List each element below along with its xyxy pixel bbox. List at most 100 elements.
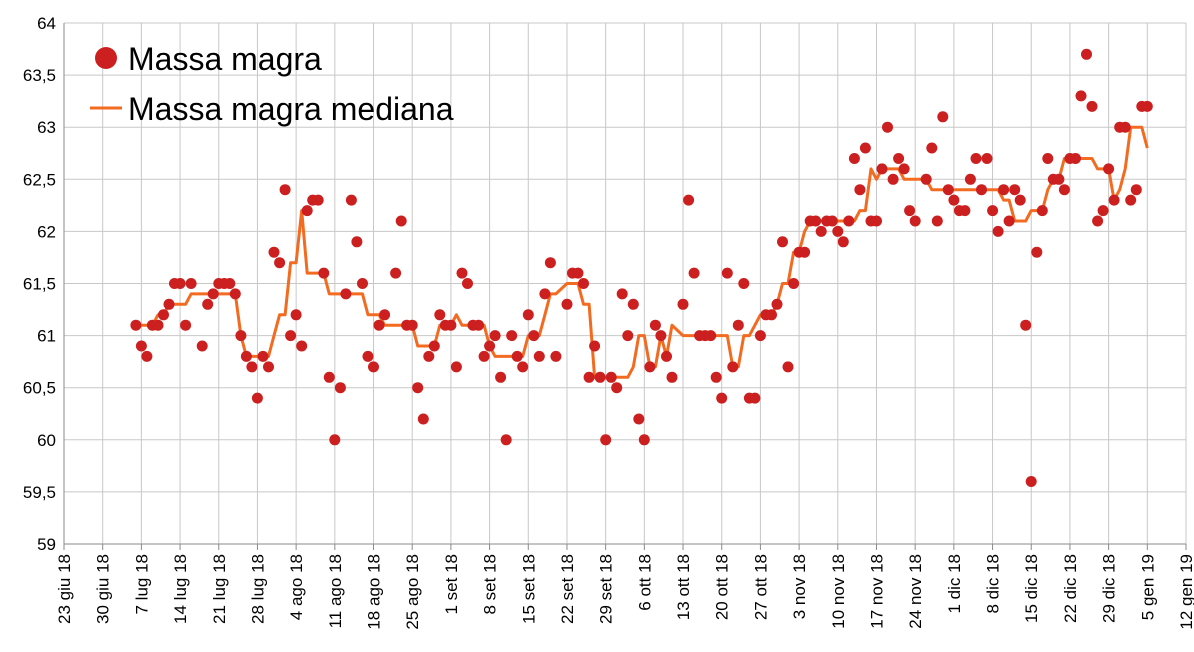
data-point-massa-magra bbox=[522, 309, 534, 321]
data-point-massa-magra bbox=[649, 319, 661, 331]
data-point-massa-magra bbox=[506, 330, 518, 342]
data-point-massa-magra bbox=[1053, 173, 1065, 185]
data-point-massa-magra bbox=[661, 350, 672, 362]
data-point-massa-magra bbox=[832, 225, 844, 237]
data-point-massa-magra bbox=[158, 309, 169, 321]
data-point-massa-magra bbox=[777, 236, 788, 248]
y-tick-label: 60 bbox=[37, 431, 56, 450]
x-tick-label: 11 ago 18 bbox=[326, 554, 345, 628]
x-tick-label: 8 set 18 bbox=[481, 554, 500, 615]
x-tick-label: 28 lug 18 bbox=[248, 554, 267, 624]
data-point-massa-magra bbox=[655, 330, 667, 342]
data-point-massa-magra bbox=[937, 111, 949, 123]
y-tick-label: 59 bbox=[37, 535, 56, 554]
data-point-massa-magra bbox=[909, 215, 921, 227]
data-point-massa-magra bbox=[721, 267, 733, 279]
x-tick-label: 25 ago 18 bbox=[403, 554, 422, 630]
data-point-massa-magra bbox=[771, 298, 783, 310]
data-point-massa-magra bbox=[1036, 205, 1048, 217]
data-point-massa-magra bbox=[152, 319, 164, 331]
x-tick-label: 10 nov 18 bbox=[829, 554, 848, 629]
data-point-massa-magra bbox=[992, 225, 1004, 237]
data-point-massa-magra bbox=[732, 319, 744, 331]
data-point-massa-magra bbox=[1058, 184, 1070, 196]
data-point-massa-magra bbox=[904, 205, 916, 217]
x-axis-labels: 23 giu 18 30 giu 18 7 lug 18 14 lug 18 21 lu… bbox=[55, 554, 1194, 630]
data-point-massa-magra bbox=[412, 382, 424, 394]
data-point-massa-magra bbox=[550, 350, 562, 362]
x-tick-label: 17 nov 18 bbox=[867, 554, 886, 629]
data-point-massa-magra bbox=[473, 319, 484, 331]
x-tick-label: 21 lug 18 bbox=[210, 554, 229, 624]
data-point-massa-magra bbox=[517, 361, 529, 373]
data-point-massa-magra bbox=[810, 215, 822, 227]
data-point-massa-magra bbox=[1025, 476, 1037, 487]
x-tick-label: 27 ott 18 bbox=[751, 554, 770, 620]
data-point-massa-magra bbox=[1086, 100, 1098, 112]
data-point-massa-magra bbox=[185, 278, 197, 289]
data-point-massa-magra bbox=[340, 288, 352, 300]
data-point-massa-magra bbox=[600, 434, 612, 446]
data-point-massa-magra bbox=[141, 350, 153, 362]
data-point-massa-magra bbox=[484, 340, 496, 352]
x-tick-label: 29 dic 18 bbox=[1100, 554, 1119, 623]
data-point-massa-magra bbox=[931, 215, 943, 227]
data-point-massa-magra bbox=[246, 361, 258, 373]
x-tick-label: 15 dic 18 bbox=[1022, 554, 1041, 623]
data-point-massa-magra bbox=[981, 153, 993, 164]
data-point-massa-magra bbox=[135, 340, 147, 352]
data-point-massa-magra bbox=[329, 434, 341, 446]
data-point-massa-magra bbox=[666, 371, 678, 383]
data-point-massa-magra bbox=[898, 163, 910, 175]
data-point-massa-magra bbox=[688, 267, 700, 279]
data-point-massa-magra bbox=[423, 350, 435, 362]
x-tick-label: 30 giu 18 bbox=[94, 554, 113, 624]
data-point-massa-magra bbox=[1014, 194, 1026, 206]
data-point-massa-magra bbox=[876, 163, 888, 175]
data-point-massa-magra bbox=[235, 330, 247, 342]
data-point-massa-magra bbox=[705, 330, 717, 342]
data-point-massa-magra bbox=[578, 278, 589, 289]
data-point-massa-magra bbox=[616, 288, 628, 300]
y-axis-labels: 59 59,5 60 60,5 61 61,5 62 62,5 63 63,5 64 bbox=[23, 14, 56, 554]
data-point-massa-magra bbox=[782, 361, 794, 373]
data-point-massa-magra bbox=[1070, 153, 1081, 164]
data-point-massa-magra bbox=[788, 278, 800, 289]
data-point-massa-magra bbox=[987, 205, 999, 217]
x-tick-label: 22 dic 18 bbox=[1061, 554, 1080, 623]
data-point-massa-magra bbox=[942, 184, 954, 196]
data-point-massa-magra bbox=[196, 340, 208, 352]
data-point-massa-magra bbox=[406, 319, 418, 331]
data-point-massa-magra bbox=[268, 246, 280, 258]
data-point-massa-magra bbox=[500, 434, 512, 446]
x-tick-label: 13 ott 18 bbox=[674, 554, 693, 620]
legend-label-massa-magra: Massa magra bbox=[128, 41, 322, 77]
data-point-massa-magra bbox=[948, 194, 960, 206]
data-point-massa-magra bbox=[1092, 215, 1104, 227]
data-point-massa-magra bbox=[163, 298, 175, 310]
data-point-massa-magra bbox=[544, 257, 556, 269]
x-tick-label: 29 set 18 bbox=[597, 554, 616, 624]
data-point-massa-magra bbox=[207, 288, 219, 300]
x-tick-label: 5 gen 19 bbox=[1138, 554, 1157, 620]
data-point-massa-magra bbox=[887, 173, 899, 185]
data-point-massa-magra bbox=[561, 298, 573, 310]
data-point-massa-magra bbox=[351, 236, 363, 248]
data-point-massa-magra bbox=[229, 288, 241, 300]
x-tick-label: 1 dic 18 bbox=[945, 554, 964, 614]
data-point-massa-magra bbox=[290, 309, 302, 321]
x-tick-label: 20 ott 18 bbox=[713, 554, 732, 620]
data-point-massa-magra bbox=[462, 278, 473, 289]
x-tick-label: 18 ago 18 bbox=[365, 554, 384, 630]
data-point-massa-magra bbox=[754, 330, 766, 342]
data-point-massa-magra bbox=[368, 361, 379, 373]
x-tick-label: 23 giu 18 bbox=[55, 554, 74, 624]
data-point-massa-magra bbox=[766, 309, 777, 321]
y-tick-label: 61 bbox=[37, 327, 56, 346]
data-point-massa-magra bbox=[373, 319, 385, 331]
data-point-massa-magra bbox=[638, 434, 650, 446]
y-tick-label: 60,5 bbox=[23, 379, 56, 398]
data-point-massa-magra bbox=[1125, 194, 1137, 206]
x-tick-label: 3 nov 18 bbox=[790, 554, 809, 619]
